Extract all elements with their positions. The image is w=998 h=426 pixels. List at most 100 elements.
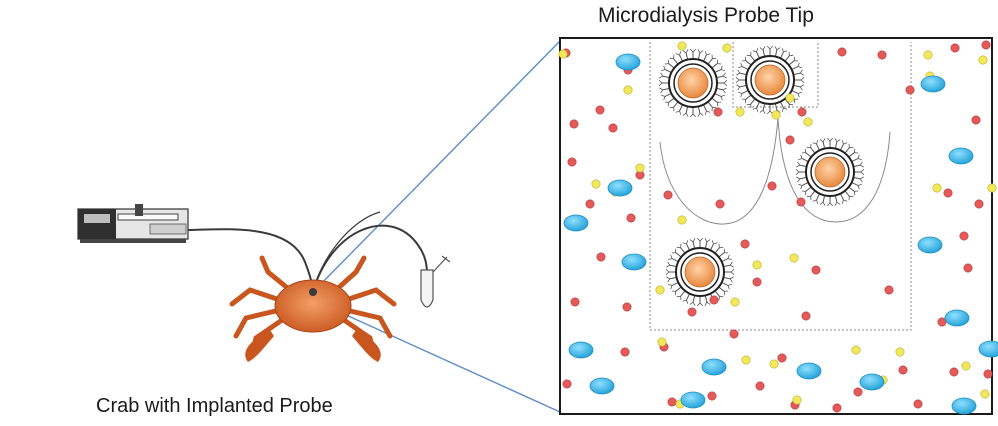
yellow-molecule: [987, 183, 997, 193]
yellow-molecule: [785, 93, 795, 103]
yellow-molecule: [771, 110, 781, 120]
blue-molecule: [944, 309, 970, 327]
red-molecule: [797, 107, 807, 117]
red-molecule: [785, 135, 795, 145]
yellow-molecule: [730, 297, 740, 307]
yellow-molecule: [635, 163, 645, 173]
yellow-molecule: [722, 43, 732, 53]
red-molecule: [585, 199, 595, 209]
red-molecule: [767, 181, 777, 191]
yellow-molecule: [735, 107, 745, 117]
blue-molecule: [920, 75, 946, 93]
red-molecule: [983, 369, 993, 379]
yellow-molecule: [623, 85, 633, 95]
red-molecule: [898, 365, 908, 375]
yellow-molecule: [851, 345, 861, 355]
blue-molecule: [951, 397, 977, 415]
red-molecule: [667, 397, 677, 407]
blue-molecule: [563, 214, 589, 232]
red-molecule: [777, 353, 787, 363]
red-molecule: [913, 399, 923, 409]
blue-molecule: [917, 236, 943, 254]
blue-molecule: [568, 341, 594, 359]
red-molecule: [877, 50, 887, 60]
red-molecule: [567, 157, 577, 167]
red-molecule: [570, 297, 580, 307]
yellow-molecule: [895, 347, 905, 357]
red-molecule: [707, 391, 717, 401]
red-molecule: [963, 263, 973, 273]
red-molecule: [596, 252, 606, 262]
red-molecule: [832, 403, 842, 413]
blue-molecule: [978, 340, 998, 358]
yellow-molecule: [803, 117, 813, 127]
syringe-pump-icon: [77, 204, 189, 243]
red-molecule: [595, 105, 605, 115]
red-molecule: [709, 295, 719, 305]
probe-tip-title: Microdialysis Probe Tip: [598, 4, 814, 27]
blue-molecule: [589, 377, 615, 395]
yellow-molecule: [932, 183, 942, 193]
red-molecule: [943, 188, 953, 198]
blue-molecule: [859, 373, 885, 391]
red-molecule: [713, 107, 723, 117]
red-molecule: [715, 199, 725, 209]
red-molecule: [569, 119, 579, 129]
red-molecule: [853, 387, 863, 397]
yellow-molecule: [677, 215, 687, 225]
red-molecule: [687, 307, 697, 317]
red-molecule: [626, 213, 636, 223]
red-molecule: [562, 379, 572, 389]
vesicle: [658, 48, 728, 118]
vesicle: [665, 237, 735, 307]
red-molecule: [801, 311, 811, 321]
red-molecule: [729, 329, 739, 339]
red-molecule: [620, 347, 630, 357]
yellow-molecule: [980, 389, 990, 399]
yellow-molecule: [961, 361, 971, 371]
dialysis-membrane: [649, 42, 912, 331]
blue-molecule: [621, 253, 647, 271]
yellow-molecule: [558, 49, 568, 59]
blue-molecule: [948, 147, 974, 165]
yellow-molecule: [752, 260, 762, 270]
membrane-arcs: [659, 117, 891, 225]
yellow-molecule: [591, 179, 601, 189]
red-molecule: [949, 367, 959, 377]
red-molecule: [974, 199, 984, 209]
yellow-molecule: [923, 50, 933, 60]
red-molecule: [752, 277, 762, 287]
yellow-molecule: [978, 55, 988, 65]
vesicle: [735, 45, 805, 115]
blue-molecule: [701, 358, 727, 376]
collection-vial-icon: [420, 255, 451, 308]
red-molecule: [622, 302, 632, 312]
yellow-molecule: [741, 355, 751, 365]
blue-molecule: [796, 362, 822, 380]
molecule-group: [558, 40, 998, 415]
red-molecule: [905, 85, 915, 95]
zoom-lines: [312, 40, 561, 413]
red-molecule: [663, 190, 673, 200]
red-molecule: [608, 123, 618, 133]
red-molecule: [755, 381, 765, 391]
red-molecule: [950, 43, 960, 53]
blue-molecule: [607, 179, 633, 197]
vesicle: [795, 137, 865, 207]
yellow-molecule: [789, 253, 799, 263]
red-molecule: [740, 239, 750, 249]
crab-icon: [229, 255, 397, 362]
yellow-molecule: [769, 359, 779, 369]
blue-molecule: [615, 53, 641, 71]
yellow-molecule: [792, 395, 802, 405]
red-molecule: [981, 40, 991, 50]
red-molecule: [884, 285, 894, 295]
red-molecule: [837, 47, 847, 57]
crab-caption: Crab with Implanted Probe: [96, 395, 333, 417]
blue-molecule: [680, 391, 706, 409]
yellow-molecule: [677, 41, 687, 51]
red-molecule: [796, 197, 806, 207]
red-molecule: [959, 231, 969, 241]
vesicle-group: [658, 45, 865, 307]
